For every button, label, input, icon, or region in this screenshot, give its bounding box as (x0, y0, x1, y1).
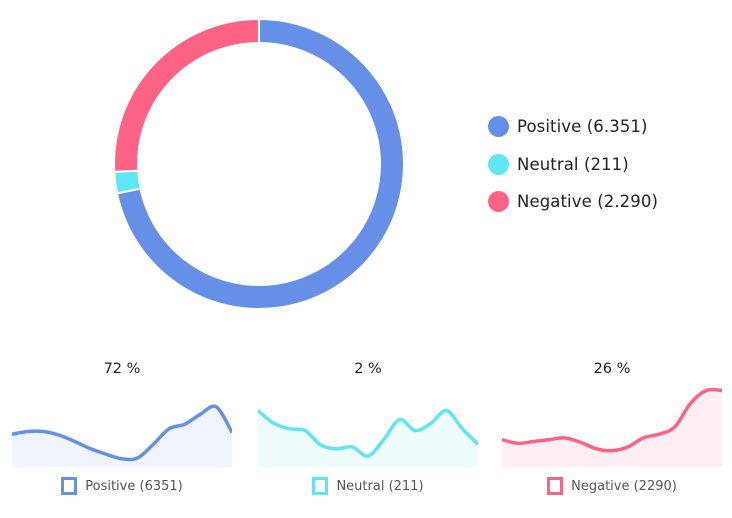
sparkline-percentage: 72 % (103, 361, 141, 377)
sparkline-legend[interactable]: Neutral (211) (258, 477, 478, 495)
legend-label-negative: Negative (2.290) (517, 192, 659, 212)
sparkline-negative: 26 % Negative (2290) (502, 355, 722, 505)
sparkline-line (502, 387, 722, 453)
sparkline-area (12, 406, 232, 467)
sparkline-percentage: 2 % (354, 361, 382, 377)
legend-item-positive[interactable]: Positive (6.351) (488, 108, 658, 146)
sparkline-legend[interactable]: Negative (2290) (502, 477, 722, 495)
sparkline-area (502, 389, 722, 467)
sparkline-neutral: 2 % Neutral (211) (258, 355, 478, 505)
legend-item-negative[interactable]: Negative (2.290) (488, 183, 658, 221)
sparkline-percentage: 26 % (593, 361, 631, 377)
donut-slice-negative[interactable] (113, 17, 260, 173)
legend-swatch-icon (61, 477, 78, 495)
sparkline-plot (12, 404, 232, 467)
sparkline-plot (502, 387, 722, 467)
legend-dot-neutral (488, 153, 509, 175)
legend-swatch-icon (547, 477, 564, 495)
legend-item-neutral[interactable]: Neutral (211) (488, 146, 658, 184)
donut-chart (113, 17, 405, 310)
legend-label-neutral: Neutral (211) (517, 154, 629, 174)
donut-slice-neutral[interactable] (113, 169, 142, 195)
legend-dot-positive (488, 116, 509, 138)
legend-dot-negative (488, 191, 509, 213)
sparkline-legend-label: Negative (2290) (571, 478, 677, 494)
legend-swatch-icon (312, 477, 329, 495)
donut-slice-positive[interactable] (115, 17, 405, 310)
sparkline-legend-label: Neutral (211) (336, 478, 424, 494)
sparkline-area (258, 410, 478, 467)
sparkline-line (258, 408, 478, 458)
sparkline-line (12, 404, 232, 462)
sparkline-legend[interactable]: Positive (6351) (12, 477, 232, 495)
sparkline-legend-label: Positive (6351) (85, 478, 183, 494)
sparkline-positive: 72 % Positive (6351) (12, 355, 232, 505)
legend-label-positive: Positive (6.351) (517, 117, 648, 137)
sparkline-plot (258, 408, 478, 467)
donut-legend: Positive (6.351) Neutral (211) Negative … (488, 108, 658, 221)
